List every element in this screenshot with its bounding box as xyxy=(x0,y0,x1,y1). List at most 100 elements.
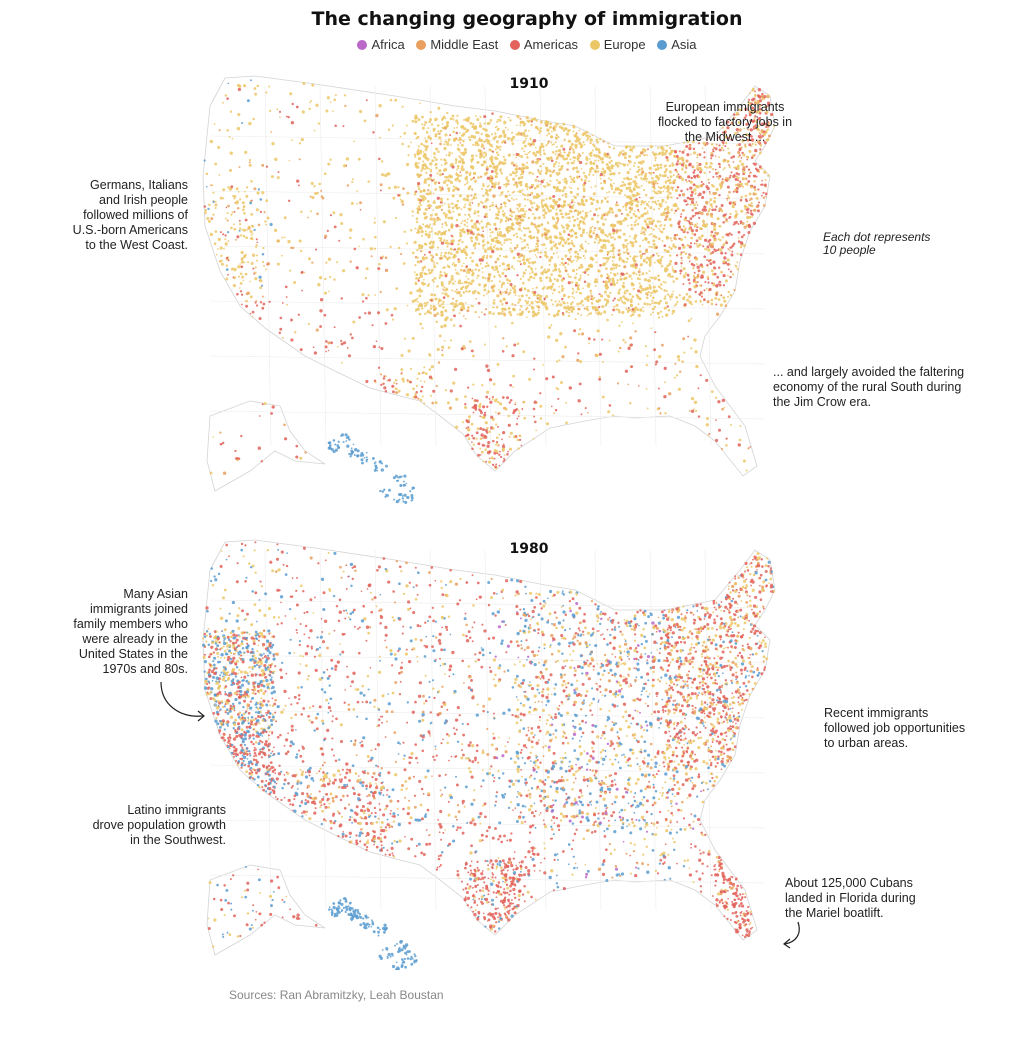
map-1910-dot xyxy=(750,156,754,160)
map-1910-dot xyxy=(217,237,221,242)
map-1910-dot xyxy=(533,216,537,220)
map-1910-dot xyxy=(617,154,621,157)
map-1910-dot xyxy=(283,216,287,220)
map-1910-dot xyxy=(515,232,518,235)
map-1910-dot xyxy=(565,195,568,199)
map-1910-dot xyxy=(646,293,649,296)
map-1910-dot xyxy=(459,142,462,144)
map-1910-dot xyxy=(283,437,288,441)
map-1910-dot xyxy=(492,136,496,140)
map-1910-dot xyxy=(567,139,572,143)
map-1910-dot xyxy=(610,187,614,191)
map-1910-dot xyxy=(438,132,441,135)
map-1910-dot xyxy=(545,144,548,147)
map-1910-dot xyxy=(479,447,482,450)
map-1910-dot xyxy=(422,194,426,198)
map-1910-dot xyxy=(441,223,444,226)
map-1910-dot xyxy=(259,301,263,304)
map-1910-dot xyxy=(416,230,421,234)
map-1910-dot xyxy=(543,216,546,219)
map-1910-dot xyxy=(667,309,671,312)
map-1910-dot xyxy=(476,210,480,214)
map-1910-dot xyxy=(760,104,763,106)
map-1910-dot xyxy=(644,345,647,348)
map-1910-dot xyxy=(489,144,493,147)
map-1910-dot xyxy=(712,227,717,232)
map-1910-dot xyxy=(750,145,753,148)
map-1910-dot xyxy=(594,185,597,188)
map-1910-dot xyxy=(473,400,476,403)
map-1910-dot xyxy=(567,212,570,216)
map-1910-dot xyxy=(572,130,575,133)
map-1910-dot xyxy=(753,188,757,192)
map-1910-dot xyxy=(498,162,501,165)
map-1910-dot xyxy=(582,189,586,193)
map-1910-dot xyxy=(663,244,667,248)
map-1910-dot xyxy=(532,151,536,155)
map-1910-dot xyxy=(485,364,489,368)
map-1910-dot xyxy=(446,294,450,298)
map-1910-dot xyxy=(444,168,448,172)
map-1910-dot xyxy=(642,252,644,255)
map-1910-dot xyxy=(376,469,379,472)
map-1910-dot xyxy=(525,301,529,305)
map-1910-dot xyxy=(214,207,217,209)
map-1910-dot xyxy=(530,123,533,127)
map-1910-dot xyxy=(496,231,499,234)
map-1910-dot xyxy=(502,337,505,340)
map-1910-dot xyxy=(558,162,560,165)
map-1910-dot xyxy=(324,345,328,349)
map-1910-dot xyxy=(464,213,467,216)
map-1910-dot xyxy=(328,441,332,445)
map-1910-dot xyxy=(515,156,517,159)
map-1910-dot xyxy=(378,157,381,161)
map-1910-dot xyxy=(616,272,619,275)
map-1910-dot xyxy=(461,265,464,268)
map-1910-dot xyxy=(228,168,233,172)
map-1910-dot xyxy=(675,154,679,158)
map-1910-dot xyxy=(485,166,489,169)
map-1910-dot xyxy=(644,193,648,197)
map-1910-dot xyxy=(579,145,583,149)
map-1910-dot xyxy=(555,360,559,363)
map-1910-dot xyxy=(456,199,460,203)
map-1910-dot xyxy=(493,236,496,240)
map-1910-dot xyxy=(370,255,373,258)
map-1910-dot xyxy=(718,193,721,197)
map-1910-dot xyxy=(402,187,405,190)
map-1910-dot xyxy=(539,276,542,279)
map-1910-dot xyxy=(233,267,237,271)
legend-label: Americas xyxy=(523,37,579,52)
map-1910-dot xyxy=(700,234,704,238)
map-1910-dot xyxy=(425,166,429,170)
map-1910-dot xyxy=(399,492,403,496)
map-1910-dot xyxy=(419,149,423,153)
map-1910-dot xyxy=(443,126,447,130)
map-1910-dot xyxy=(632,259,637,263)
map-1910-dot xyxy=(499,291,502,294)
map-1910-dot xyxy=(245,292,249,296)
map-1910-dot xyxy=(710,302,714,306)
map-1910-dot xyxy=(475,297,478,300)
map-1910-dot xyxy=(625,208,628,211)
map-1910-dot xyxy=(491,145,494,148)
map-1910-dot xyxy=(357,157,361,161)
map-1910-dot xyxy=(695,229,699,232)
map-1910-dot xyxy=(689,193,694,197)
map-1910-dot xyxy=(598,270,601,273)
legend-label: Africa xyxy=(371,37,405,52)
map-1910-dot xyxy=(482,127,485,131)
map-1910-dot xyxy=(350,447,353,450)
map-1910-dot xyxy=(646,212,649,215)
map-1910-dot xyxy=(435,400,438,403)
map-1910-dot xyxy=(749,446,752,448)
map-1910-dot xyxy=(423,124,426,127)
map-1910-dot xyxy=(380,346,384,351)
map-1910-dot xyxy=(741,185,745,188)
map-1910-dot xyxy=(561,244,565,248)
map-1910-dot xyxy=(313,351,318,355)
map-1910-dot xyxy=(438,334,442,338)
map-1910-dot xyxy=(562,154,565,158)
map-1910-dot xyxy=(596,329,600,333)
map-1910-dot xyxy=(745,165,748,168)
